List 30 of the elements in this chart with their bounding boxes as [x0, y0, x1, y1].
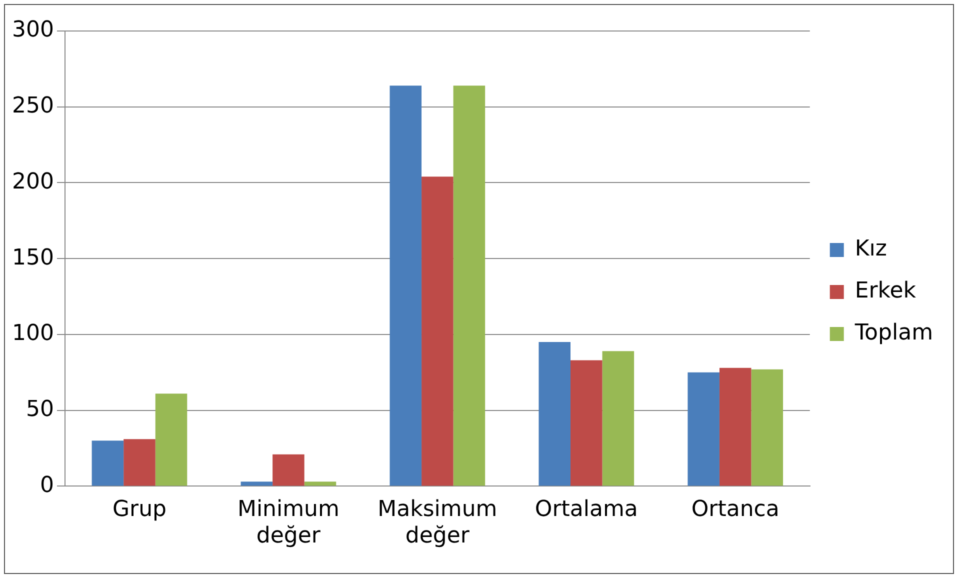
y-tick-label: 50: [26, 397, 54, 422]
y-tick-label: 300: [12, 18, 54, 43]
legend-label: Kız: [854, 236, 887, 262]
bar: [688, 372, 720, 486]
bar: [390, 86, 422, 486]
legend-label: Toplam: [854, 320, 934, 346]
x-tick-label: Ortalama: [534, 497, 638, 522]
bar: [92, 440, 124, 486]
y-tick-label: 200: [12, 169, 54, 194]
bar: [570, 360, 602, 486]
x-tick-label: Grup: [112, 497, 166, 522]
y-tick-label: 150: [12, 245, 54, 270]
y-tick-label: 250: [12, 94, 54, 119]
bar: [538, 342, 571, 486]
bar: [304, 482, 336, 486]
bar: [719, 368, 752, 486]
bar: [155, 394, 188, 486]
x-tick-label: Ortanca: [691, 497, 780, 522]
bar: [751, 369, 784, 486]
bar: [240, 482, 273, 486]
legend-label: Erkek: [854, 278, 916, 304]
bar: [602, 351, 634, 486]
bar: [124, 439, 156, 486]
bar: [422, 176, 454, 486]
bar: [453, 86, 486, 486]
y-tick-label: 0: [40, 472, 54, 498]
x-tick-label: Maksimum değer: [378, 497, 498, 549]
y-tick-label: 100: [12, 321, 54, 346]
x-tick-label: Minimum değer: [237, 497, 340, 549]
bar: [272, 454, 304, 486]
